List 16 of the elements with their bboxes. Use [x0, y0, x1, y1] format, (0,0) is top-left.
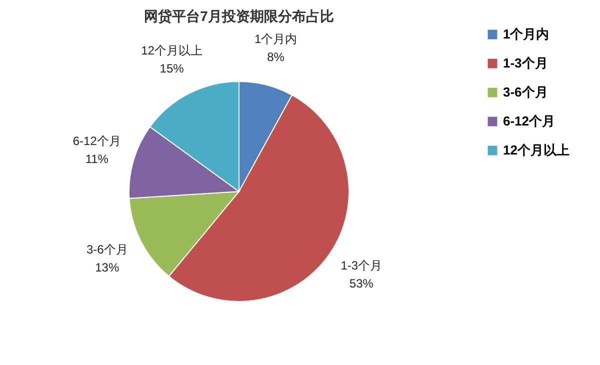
slice-label: 12个月以上 [141, 44, 202, 58]
chart-title: 网贷平台7月投资期限分布占比 [144, 8, 334, 24]
slice-label: 6-12个月 [72, 134, 121, 148]
legend-label: 3-6个月 [503, 84, 548, 100]
slice-label: 3-6个月 [86, 242, 128, 257]
data-label: 53% [349, 276, 374, 291]
data-label: 13% [95, 260, 120, 275]
data-label: 11% [85, 152, 109, 166]
legend-label: 1个月内 [503, 26, 550, 42]
slice-label: 1-3个月 [340, 258, 382, 273]
legend-label: 6-12个月 [503, 114, 556, 128]
legend-label: 12个月以上 [503, 142, 570, 158]
data-label: 15% [160, 62, 184, 76]
legend-label: 1-3个月 [503, 56, 548, 70]
slice-label: 1个月内 [254, 32, 298, 46]
data-label: 8% [267, 50, 285, 64]
